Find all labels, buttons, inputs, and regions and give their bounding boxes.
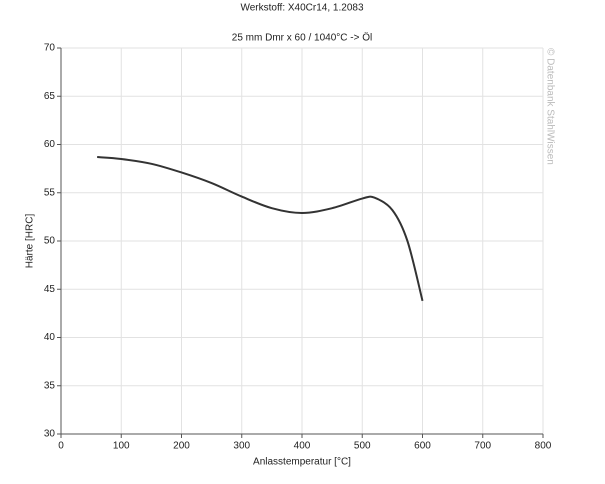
y-tick-label: 30: [44, 429, 56, 440]
y-tick-label: 50: [44, 236, 56, 247]
x-tick-label: 700: [474, 441, 491, 452]
y-tick-label: 55: [44, 187, 56, 198]
watermark: © Datenbank StahlWissen: [544, 48, 555, 165]
x-tick-label: 100: [113, 441, 130, 452]
chart-title: Werkstoff: X40Cr14, 1.2083: [240, 3, 363, 14]
data-line: [97, 156, 424, 302]
y-tick-label: 70: [44, 43, 56, 54]
x-tick-label: 0: [58, 441, 64, 452]
y-tick-label: 45: [44, 284, 56, 295]
x-tick-label: 400: [294, 441, 311, 452]
y-tick-label: 60: [44, 139, 56, 150]
x-tick-label: 300: [233, 441, 250, 452]
y-tick-label: 40: [44, 332, 56, 343]
y-tick-label: 35: [44, 380, 56, 391]
x-tick-label: 200: [173, 441, 190, 452]
x-tick-label: 500: [354, 441, 371, 452]
y-tick-label: 65: [44, 91, 56, 102]
x-axis-label: Anlasstemperatur [°C]: [253, 457, 351, 468]
chart-subtitle: 25 mm Dmr x 60 / 1040°C -> Öl: [232, 32, 372, 44]
x-tick-label: 800: [535, 441, 552, 452]
x-tick-label: 600: [414, 441, 431, 452]
y-axis-label: Härte [HRC]: [25, 214, 36, 269]
